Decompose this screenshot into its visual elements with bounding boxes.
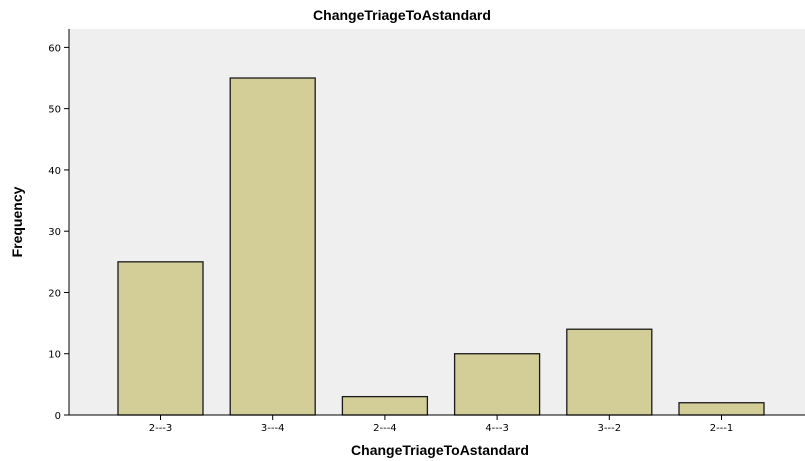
bar-3---2 (566, 328, 653, 416)
chart-title: ChangeTriageToAstandard (313, 7, 491, 23)
y-tick-label: 50 (48, 105, 61, 116)
y-tick-label: 60 (48, 43, 61, 54)
y-tick-label: 10 (48, 350, 61, 361)
bar-3---4 (229, 77, 316, 416)
x-tick-label: 3---4 (261, 423, 285, 434)
x-tick-label: 3---2 (598, 423, 622, 434)
y-axis-ticks: 0 10 20 30 40 50 60 (48, 43, 69, 422)
x-axis-ticks: 2---3 3---4 2---4 4---3 3---2 2---1 (149, 415, 734, 434)
x-tick-label: 2---1 (710, 423, 734, 434)
y-axis-title: Frequency (9, 186, 25, 257)
x-tick-label: 2---4 (373, 423, 397, 434)
y-tick-label: 30 (48, 227, 61, 238)
x-axis-title: ChangeTriageToAstandard (351, 442, 529, 458)
bar-4---3 (453, 353, 541, 416)
y-tick-label: 40 (48, 166, 61, 177)
bars (117, 77, 765, 416)
y-tick-label: 20 (48, 288, 61, 299)
bar-2---4 (341, 395, 429, 416)
x-tick-label: 2---3 (149, 423, 173, 434)
bar-2---3 (117, 261, 204, 416)
x-tick-label: 4---3 (485, 423, 509, 434)
bar-2---1 (678, 402, 765, 416)
y-tick-label: 0 (55, 411, 61, 422)
